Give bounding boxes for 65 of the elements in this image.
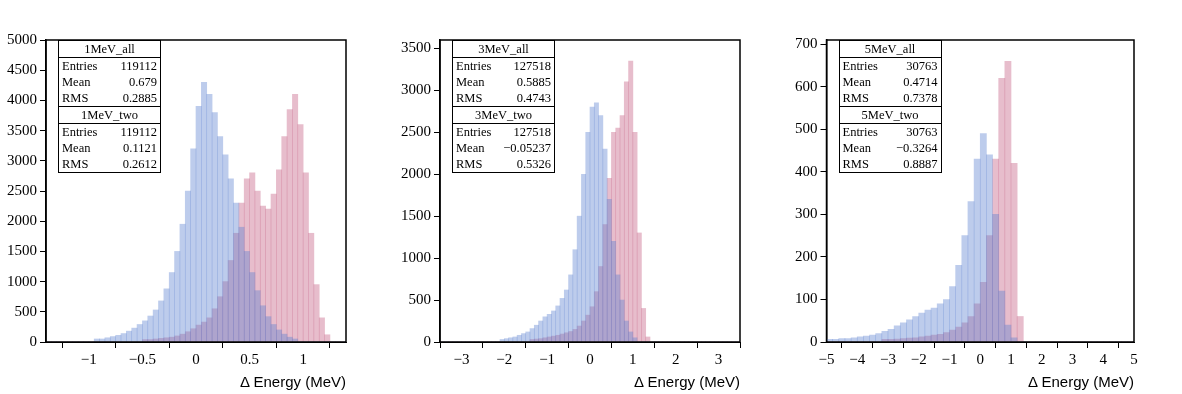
y-tick-label: 500 <box>408 290 431 307</box>
y-tick-label: 1000 <box>7 272 37 289</box>
x-tick-label: 0 <box>192 350 200 367</box>
x-tick-label: −1 <box>539 350 556 367</box>
x-tick-label: 1 <box>629 350 637 367</box>
y-tick-label: 3000 <box>401 81 431 98</box>
y-tick-label: 600 <box>795 77 818 94</box>
y-tick-label: 1500 <box>401 207 431 224</box>
y-tick-label: 3000 <box>7 151 37 168</box>
y-tick-label: 2000 <box>401 165 431 182</box>
x-tick-label: 1 <box>299 350 307 367</box>
y-tick-label: 300 <box>795 205 818 222</box>
x-tick-label: 3 <box>714 350 723 367</box>
x-tick-label: −0.5 <box>128 350 157 367</box>
x-tick-label: −4 <box>849 350 866 367</box>
statistics-box: 3MeV_two Entries 127518 Mean −0.05237 RMS 0.5326 <box>452 105 555 173</box>
x-tick-label: −1 <box>80 350 97 367</box>
x-axis-title: Δ Energy (MeV) <box>240 372 346 390</box>
x-tick-label: −3 <box>453 350 470 367</box>
y-tick-label: 0 <box>810 332 818 349</box>
y-tick-label: 4000 <box>7 91 37 108</box>
y-tick-label: 100 <box>795 290 818 307</box>
x-tick-label: −1 <box>941 350 958 367</box>
x-tick-label: 0 <box>586 350 594 367</box>
statistics-box: 1MeV_two Entries 119112 Mean 0.1121 RMS 0.2612 <box>58 105 161 173</box>
annotation: 5MeV_all <box>839 41 941 58</box>
annotation: 1MeV_two <box>59 106 160 124</box>
x-tick-label: 1 <box>1007 350 1015 367</box>
x-axis-title: Δ Energy (MeV) <box>1028 372 1134 390</box>
statistics-box: 5MeV_all Entries 30763 Mean 0.4714 RMS 0.7378 <box>838 40 942 107</box>
y-tick-label: 2500 <box>7 181 37 198</box>
statistics-box: 5MeV_two Entries 30763 Mean −0.3264 RMS 0.8887 <box>838 105 942 173</box>
x-tick-label: 5 <box>1130 350 1138 367</box>
statistics-box: 3MeV_all Entries 127518 Mean 0.5885 RMS 0.4743 <box>452 40 555 107</box>
y-tick-label: 2000 <box>7 212 37 229</box>
x-tick-label: 2 <box>671 350 680 367</box>
y-tick-label: 400 <box>795 162 818 179</box>
y-tick-label: 1000 <box>401 249 431 266</box>
y-tick-label: 4500 <box>7 61 37 78</box>
y-tick-label: 3500 <box>401 39 431 56</box>
annotation: 5MeV_two <box>839 106 941 124</box>
x-axis-title: Δ Energy (MeV) <box>634 372 740 390</box>
y-tick-label: 200 <box>795 247 818 264</box>
x-tick-label: 3 <box>1068 350 1077 367</box>
y-tick-label: 3500 <box>7 121 37 138</box>
y-tick-label: 0 <box>423 332 431 349</box>
x-tick-label: −5 <box>818 350 835 367</box>
y-tick-label: 5000 <box>7 30 37 47</box>
annotation: 3MeV_all <box>453 41 554 58</box>
y-tick-label: 500 <box>795 120 818 137</box>
x-tick-label: −2 <box>496 350 513 367</box>
y-tick-label: 700 <box>795 35 818 52</box>
y-tick-label: 500 <box>14 302 37 319</box>
x-tick-label: 0.5 <box>240 350 259 367</box>
x-tick-label: −3 <box>880 350 896 367</box>
x-tick-label: 0 <box>976 350 984 367</box>
x-tick-label: 2 <box>1038 350 1046 367</box>
y-tick-label: 1500 <box>7 242 37 259</box>
y-tick-label: 2500 <box>401 123 431 140</box>
x-tick-label: −2 <box>910 350 927 367</box>
annotation: 1MeV_all <box>59 41 160 58</box>
y-tick-label: 0 <box>29 332 37 349</box>
annotation: 3MeV_two <box>453 106 554 124</box>
x-tick-label: 4 <box>1099 350 1108 367</box>
statistics-box: 1MeV_all Entries 119112 Mean 0.679 RMS 0.2885 <box>58 40 161 107</box>
